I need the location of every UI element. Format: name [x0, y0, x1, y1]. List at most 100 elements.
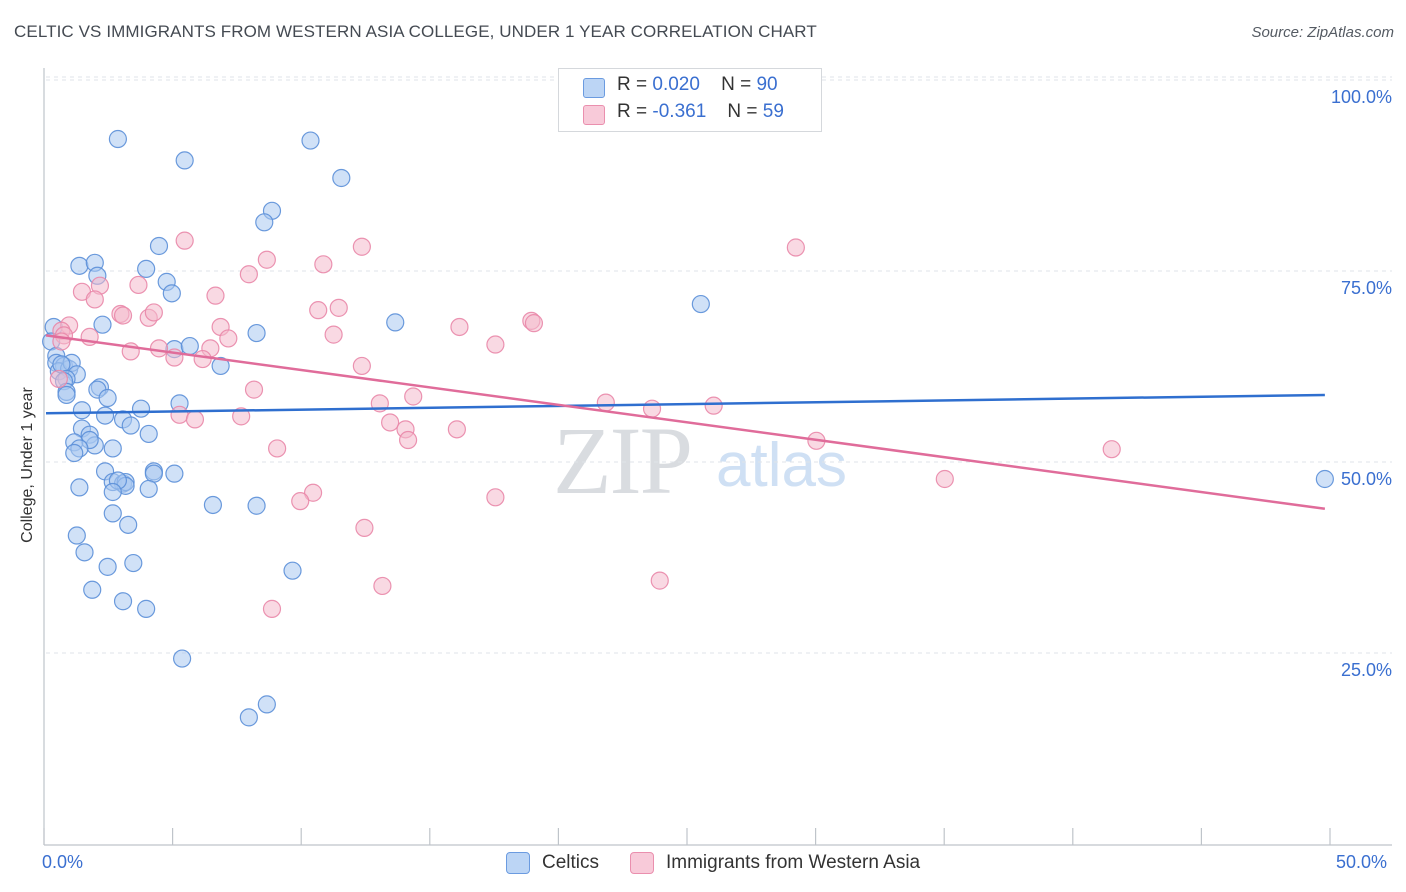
celtics-point	[65, 443, 84, 463]
celtics-point	[162, 284, 181, 303]
immigrants-point	[352, 356, 371, 376]
n-label: N =	[721, 74, 752, 95]
immigrants-point	[314, 255, 333, 274]
celtics-point	[165, 464, 184, 483]
celtics-point	[173, 649, 192, 668]
celtics-point	[93, 315, 112, 334]
immigrants-point	[257, 250, 276, 269]
celtics-point	[103, 504, 122, 523]
celtics-point	[72, 401, 92, 420]
watermark-zip: ZIP	[553, 407, 693, 514]
celtics-point	[180, 336, 199, 356]
immigrants-point	[193, 349, 212, 369]
immigrants-point	[185, 410, 205, 429]
chart-title: CELTIC VS IMMIGRANTS FROM WESTERN ASIA C…	[14, 22, 817, 41]
celtics-point	[131, 399, 151, 418]
celtics-point	[83, 580, 102, 599]
celtics-point	[239, 708, 258, 727]
immigrants-point	[144, 303, 163, 322]
immigrants-point	[355, 518, 374, 537]
immigrants-point	[650, 571, 669, 590]
immigrants-point	[262, 599, 282, 618]
immigrants-point	[486, 488, 505, 507]
celtics-point	[386, 313, 405, 332]
celtics-point	[98, 557, 117, 576]
celtics-point	[1315, 469, 1334, 489]
immigrants-point	[303, 483, 323, 502]
immigrants-trend-line	[45, 334, 1326, 511]
r-label: R =	[617, 101, 648, 122]
legend-label-celtics: Celtics	[542, 852, 600, 873]
celtics-point	[119, 515, 138, 534]
celtics-point	[108, 129, 128, 149]
immigrants-point	[268, 439, 287, 458]
source-label: Source: ZipAtlas.com	[1251, 24, 1394, 41]
immigrants-swatch	[583, 105, 605, 125]
celtics-swatch	[583, 78, 605, 98]
celtics-point	[95, 406, 115, 425]
immigrants-point	[175, 231, 194, 250]
r-value-immigrants: -0.361	[652, 101, 707, 122]
immigrants-point	[447, 420, 466, 439]
celtics-point	[247, 496, 266, 515]
celtics-point	[67, 526, 86, 545]
celtics-legend-swatch	[506, 852, 530, 874]
immigrants-point	[398, 430, 418, 450]
celtics-point	[144, 464, 163, 483]
celtics-point	[121, 416, 140, 435]
y-tick-label: 50.0%	[1340, 469, 1392, 489]
celtics-point	[255, 213, 274, 232]
immigrants-point	[352, 237, 371, 256]
y-tick-label: 75.0%	[1340, 278, 1392, 298]
immigrants-point	[373, 576, 392, 596]
n-value-immigrants: 59	[762, 101, 784, 122]
immigrants-point	[324, 325, 343, 344]
celtics-point	[137, 259, 156, 278]
celtics-point	[103, 439, 122, 458]
immigrants-point	[49, 369, 68, 389]
immigrants-point	[206, 286, 225, 305]
celtics-trend-line	[45, 393, 1325, 415]
x-tick-label-max: 50.0%	[1336, 852, 1388, 872]
celtics-point	[247, 323, 266, 343]
celtics-point	[75, 543, 94, 562]
r-value-celtics: 0.020	[652, 74, 700, 95]
legend-label-immigrants: Immigrants from Western Asia	[666, 852, 921, 873]
celtics-point	[257, 695, 276, 714]
celtics-point	[98, 388, 117, 408]
celtics-point	[211, 356, 230, 376]
y-tick-label: 25.0%	[1340, 660, 1392, 680]
legend-item-immigrants[interactable]: Immigrants from Western Asia	[630, 852, 920, 874]
celtics-point	[691, 294, 710, 314]
celtics-point	[175, 151, 194, 170]
immigrants-legend-swatch	[630, 852, 654, 874]
celtics-point	[57, 385, 76, 405]
celtics-point	[283, 561, 302, 580]
immigrants-point	[113, 306, 133, 325]
immigrants-point	[404, 387, 423, 406]
celtics-point	[113, 592, 133, 611]
immigrants-point	[704, 396, 723, 415]
celtics-point	[139, 424, 158, 444]
celtics-point	[203, 495, 223, 515]
celtics-point	[70, 256, 89, 275]
immigrants-point	[1102, 440, 1121, 459]
celtics-point	[149, 236, 169, 256]
immigrants-point	[149, 339, 169, 358]
immigrants-point	[291, 492, 310, 511]
immigrants-point	[935, 469, 954, 489]
immigrants-point	[232, 407, 251, 426]
celtics-point	[70, 478, 89, 497]
immigrants-point	[219, 329, 238, 348]
immigrants-point	[244, 380, 264, 399]
x-tick-label-min: 0.0%	[42, 852, 84, 872]
immigrants-point	[786, 238, 805, 257]
immigrants-point	[596, 393, 615, 412]
immigrants-point	[524, 314, 544, 333]
immigrants-point	[381, 413, 400, 432]
celtics-point	[332, 168, 351, 188]
immigrants-point	[486, 335, 505, 354]
legend-item-celtics[interactable]: Celtics	[506, 852, 599, 874]
y-tick-label: 100.0%	[1330, 87, 1392, 107]
immigrants-point	[239, 265, 258, 284]
